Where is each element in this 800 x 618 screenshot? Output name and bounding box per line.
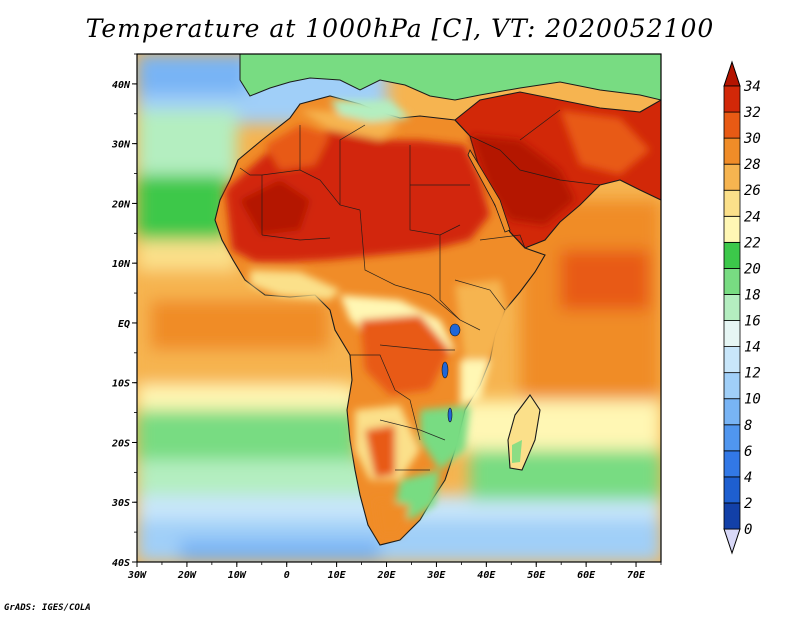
x-tick-label: 10E [328, 570, 347, 581]
x-tick-label: 30W [127, 570, 147, 581]
x-tick-label: 70E [627, 570, 646, 581]
y-tick-label: 10S [112, 379, 130, 390]
colorbar-label: 2 [744, 496, 752, 512]
colorbar-box [723, 111, 741, 139]
colorbar-label: 22 [744, 235, 761, 251]
colorbar-box [723, 476, 741, 504]
country-borders [239, 109, 601, 471]
colorbar-label: 6 [744, 444, 752, 460]
colorbar-label: 16 [744, 314, 761, 330]
colorbar-box [723, 450, 741, 478]
map-title: Temperature at 1000hPa [C], VT: 20200521… [85, 14, 715, 43]
x-tick-label: 20W [177, 570, 197, 581]
x-tick-label: 30E [426, 570, 446, 581]
colorbar-box [723, 189, 741, 217]
y-tick-label: 30S [111, 498, 130, 509]
colorbar-label: 20 [744, 261, 761, 277]
colorbar-label: 18 [744, 287, 761, 303]
colorbar-box [723, 398, 741, 426]
colorbar-box [723, 372, 741, 400]
map-frame [136, 53, 662, 563]
colorbar-box [723, 502, 741, 530]
longitude-ticks: 30W 20W 10W 0 10E 20E 30E 40E 50E 60E 70E [127, 562, 662, 581]
colorbar-box [723, 137, 741, 165]
colorbar-label: 34 [743, 79, 761, 95]
y-tick-label: 10N [112, 259, 131, 270]
colorbar-label: 30 [743, 131, 761, 147]
colorbar-label: 24 [744, 209, 761, 225]
colorbar-label: 14 [744, 340, 761, 356]
colorbar-box [723, 346, 741, 374]
colorbar-under-arrow [723, 528, 741, 555]
colorbar-label: 8 [744, 418, 752, 434]
temperature-field [137, 54, 661, 562]
colorbar-over-arrow [723, 60, 741, 87]
y-tick-label: 40S [112, 558, 130, 569]
x-tick-label: 0 [284, 570, 290, 581]
y-tick-label: 20S [111, 438, 130, 449]
x-tick-label: 40E [477, 570, 496, 581]
colorbar-label: 10 [744, 392, 761, 408]
lakes [441, 323, 461, 423]
y-tick-label: 30N [111, 140, 131, 151]
y-tick-label: EQ [118, 319, 130, 330]
colorbar-box [723, 294, 741, 321]
europe-land [239, 54, 661, 101]
y-tick-label: 20N [111, 199, 131, 210]
colorbar-box [723, 85, 741, 113]
colorbar-label: 12 [744, 366, 761, 382]
colorbar-box [723, 163, 741, 191]
x-tick-label: 20E [376, 570, 396, 581]
colorbar-box [723, 268, 741, 295]
x-tick-label: 60E [577, 570, 596, 581]
colorbar-box [723, 241, 741, 269]
colorbar-label: 4 [744, 470, 752, 486]
colorbar-box [723, 215, 741, 243]
colorbar-box [723, 320, 741, 347]
credit-text: GrADS: IGES/COLA [4, 603, 91, 613]
colorbar-label: 28 [744, 157, 761, 173]
colorbar-box [723, 424, 741, 452]
colorbar-label: 32 [743, 105, 761, 121]
x-tick-label: 10W [228, 570, 247, 581]
colorbar-label: 0 [744, 522, 752, 538]
latitude-ticks: 40S 30S 20S 10S EQ 10N 20N 30N 40N [111, 53, 137, 569]
colorbar-label: 26 [744, 183, 761, 199]
x-tick-label: 50E [527, 570, 546, 581]
y-tick-label: 40N [112, 80, 131, 91]
